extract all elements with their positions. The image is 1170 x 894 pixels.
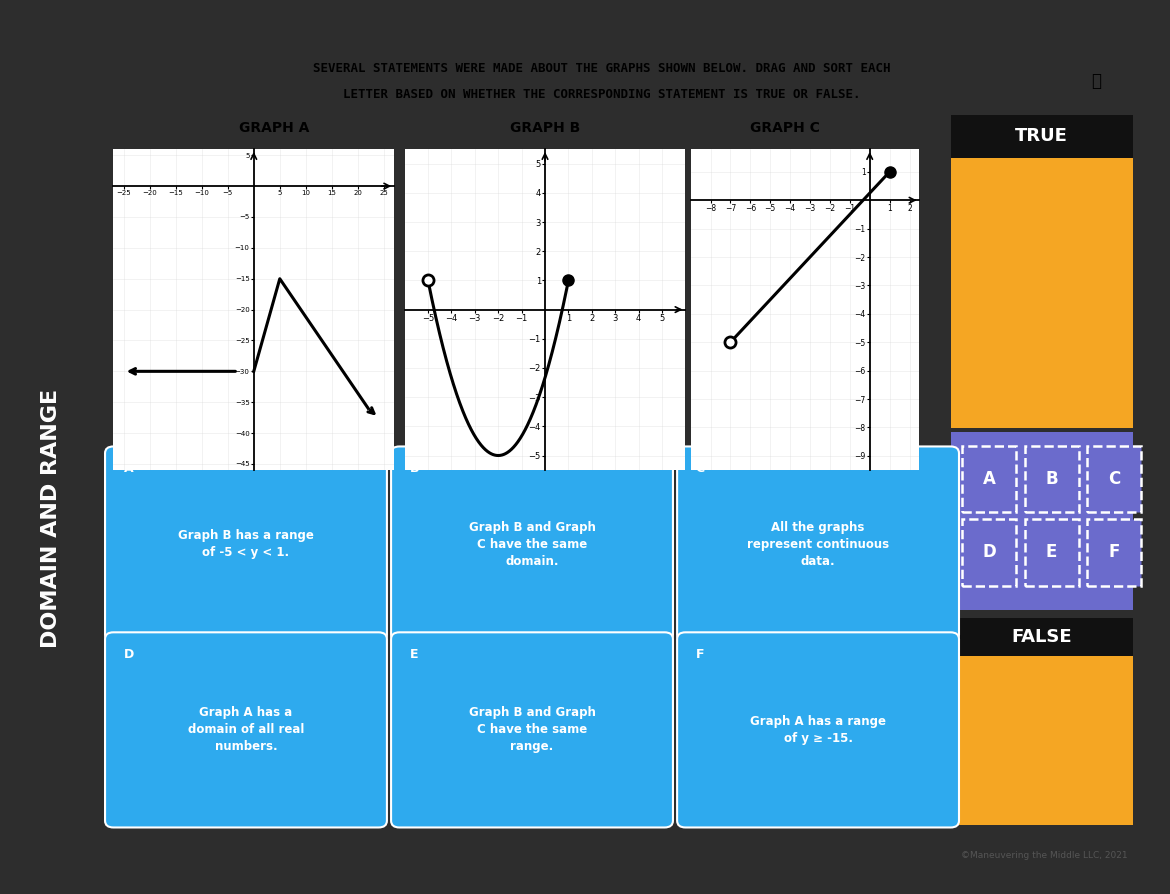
- Text: SEVERAL STATEMENTS WERE MADE ABOUT THE GRAPHS SHOWN BELOW. DRAG AND SORT EACH: SEVERAL STATEMENTS WERE MADE ABOUT THE G…: [314, 63, 892, 75]
- Text: GRAPH A: GRAPH A: [240, 121, 310, 135]
- Text: F: F: [696, 647, 704, 661]
- FancyBboxPatch shape: [951, 618, 1133, 825]
- Text: Graph B and Graph
C have the same
domain.: Graph B and Graph C have the same domain…: [468, 520, 596, 568]
- FancyBboxPatch shape: [391, 632, 673, 828]
- Text: D: D: [983, 544, 996, 561]
- Text: TRUE: TRUE: [1016, 128, 1068, 146]
- Text: Graph B has a range
of -5 < y < 1.: Graph B has a range of -5 < y < 1.: [178, 529, 314, 559]
- Text: FALSE: FALSE: [1011, 628, 1072, 646]
- Text: Graph A has a
domain of all real
numbers.: Graph A has a domain of all real numbers…: [188, 706, 304, 754]
- Text: LETTER BASED ON WHETHER THE CORRESPONDING STATEMENT IS TRUE OR FALSE.: LETTER BASED ON WHETHER THE CORRESPONDIN…: [344, 88, 861, 101]
- FancyBboxPatch shape: [1087, 519, 1141, 586]
- Text: Graph B and Graph
C have the same
range.: Graph B and Graph C have the same range.: [468, 706, 596, 754]
- FancyBboxPatch shape: [951, 432, 1133, 610]
- Text: A: A: [983, 470, 996, 488]
- Text: GRAPH C: GRAPH C: [750, 121, 820, 135]
- FancyBboxPatch shape: [1025, 519, 1079, 586]
- FancyBboxPatch shape: [677, 632, 959, 828]
- FancyBboxPatch shape: [962, 519, 1017, 586]
- Text: B: B: [1045, 470, 1058, 488]
- FancyBboxPatch shape: [105, 632, 387, 828]
- Text: B: B: [410, 461, 419, 475]
- Text: E: E: [410, 647, 419, 661]
- Text: D: D: [124, 647, 135, 661]
- FancyBboxPatch shape: [677, 446, 959, 642]
- Text: C: C: [696, 461, 706, 475]
- FancyBboxPatch shape: [951, 618, 1133, 656]
- FancyBboxPatch shape: [962, 445, 1017, 512]
- FancyBboxPatch shape: [951, 115, 1133, 157]
- Text: GRAPH B: GRAPH B: [510, 121, 580, 135]
- FancyBboxPatch shape: [105, 446, 387, 642]
- FancyBboxPatch shape: [1087, 445, 1141, 512]
- Text: E: E: [1046, 544, 1058, 561]
- Text: ©Maneuvering the Middle LLC, 2021: ©Maneuvering the Middle LLC, 2021: [961, 851, 1128, 860]
- Text: DOMAIN AND RANGE: DOMAIN AND RANGE: [41, 389, 62, 648]
- Text: F: F: [1108, 544, 1120, 561]
- Text: All the graphs
represent continuous
data.: All the graphs represent continuous data…: [746, 520, 889, 568]
- Text: A: A: [124, 461, 133, 475]
- Text: C: C: [1108, 470, 1120, 488]
- FancyBboxPatch shape: [1025, 445, 1079, 512]
- FancyBboxPatch shape: [391, 446, 673, 642]
- Text: 👆: 👆: [1092, 72, 1101, 90]
- Text: Graph A has a range
of y ≥ -15.: Graph A has a range of y ≥ -15.: [750, 715, 886, 745]
- FancyBboxPatch shape: [951, 115, 1133, 428]
